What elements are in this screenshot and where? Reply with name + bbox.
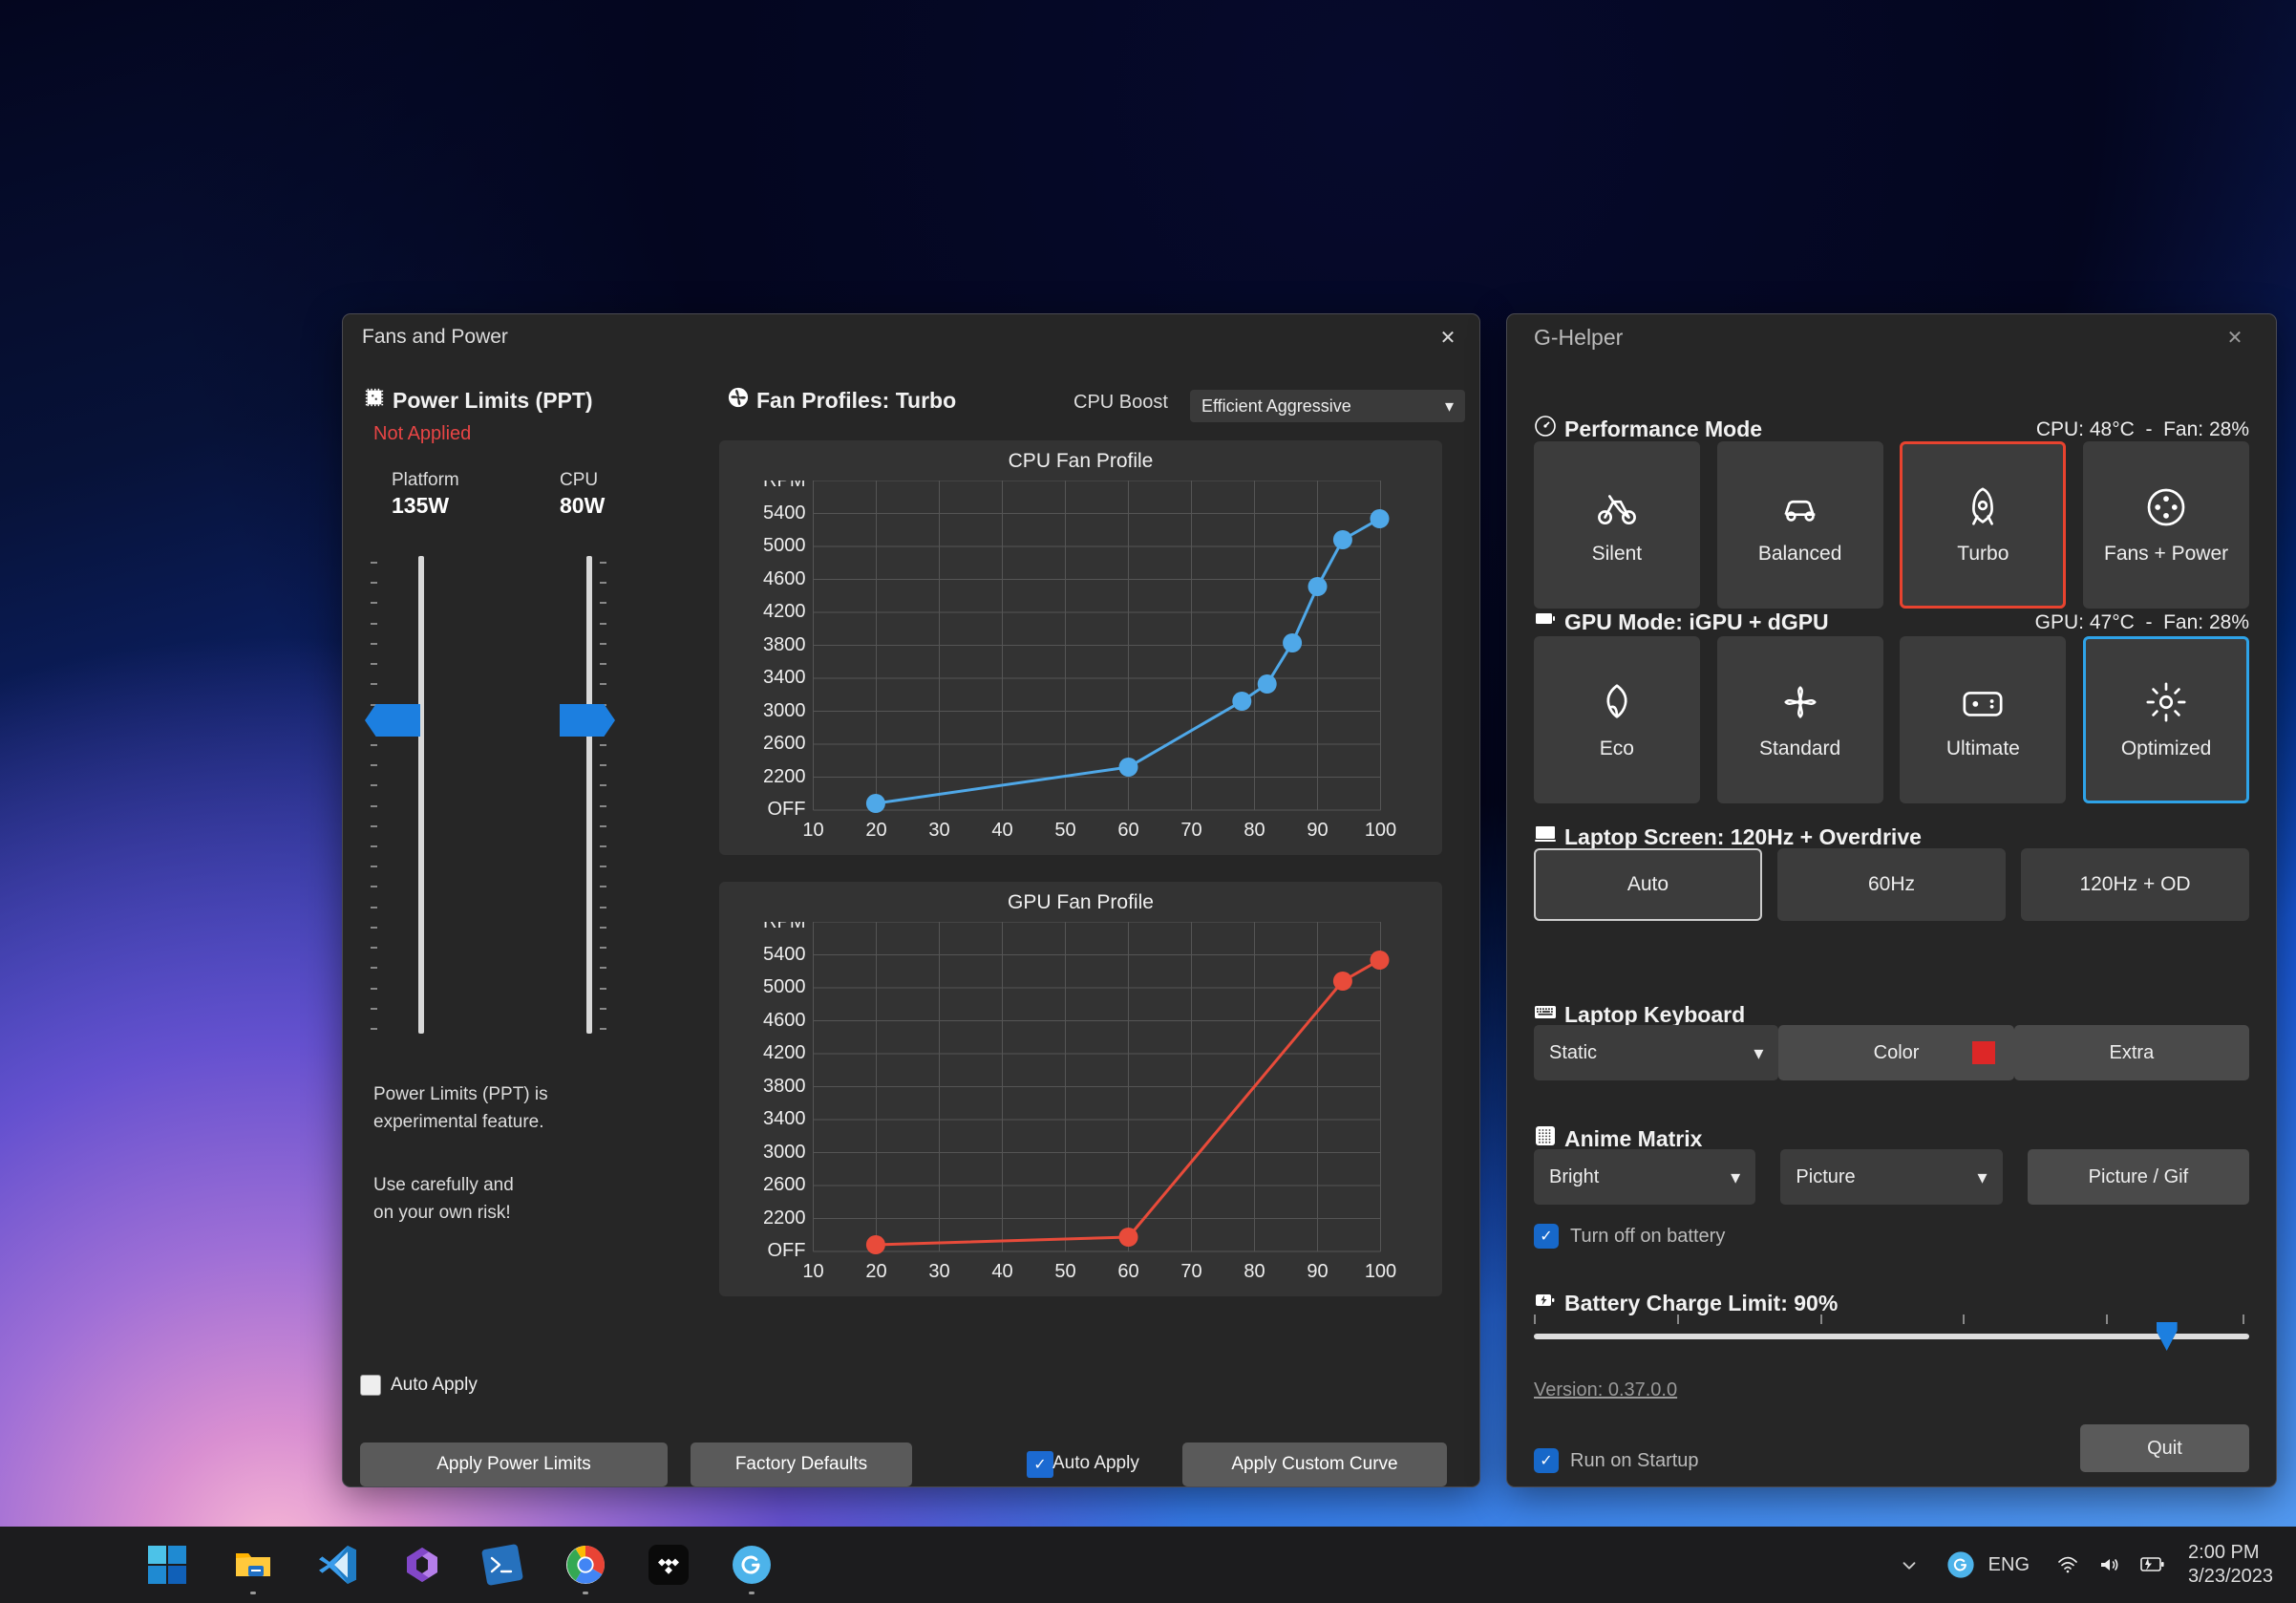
- svg-text:4600: 4600: [763, 1010, 806, 1031]
- svg-text:50: 50: [1054, 820, 1075, 841]
- svg-text:30: 30: [928, 820, 949, 841]
- svg-text:40: 40: [991, 1261, 1012, 1282]
- svg-text:3800: 3800: [763, 1076, 806, 1097]
- svg-text:RPM: RPM: [763, 481, 805, 491]
- svg-text:5000: 5000: [763, 976, 806, 997]
- svg-text:40: 40: [991, 820, 1012, 841]
- svg-text:70: 70: [1180, 820, 1201, 841]
- svg-text:5400: 5400: [763, 944, 806, 965]
- svg-text:3000: 3000: [763, 700, 806, 721]
- svg-text:4200: 4200: [763, 1042, 806, 1063]
- svg-text:10: 10: [802, 820, 823, 841]
- svg-text:4200: 4200: [763, 601, 806, 622]
- svg-text:2200: 2200: [763, 766, 806, 787]
- svg-text:3800: 3800: [763, 634, 806, 655]
- svg-text:5000: 5000: [763, 535, 806, 556]
- svg-text:30: 30: [928, 1261, 949, 1282]
- svg-text:OFF: OFF: [768, 799, 806, 820]
- svg-text:2200: 2200: [763, 1208, 806, 1229]
- svg-text:100: 100: [1365, 820, 1396, 841]
- svg-text:OFF: OFF: [768, 1240, 806, 1261]
- svg-text:3000: 3000: [763, 1142, 806, 1163]
- svg-text:2600: 2600: [763, 1174, 806, 1195]
- svg-text:RPM: RPM: [763, 922, 805, 932]
- svg-text:10: 10: [802, 1261, 823, 1282]
- svg-text:90: 90: [1307, 820, 1328, 841]
- svg-text:80: 80: [1244, 1261, 1265, 1282]
- svg-text:20: 20: [865, 820, 886, 841]
- svg-text:60: 60: [1117, 1261, 1138, 1282]
- svg-text:3400: 3400: [763, 667, 806, 688]
- svg-text:3400: 3400: [763, 1108, 806, 1129]
- svg-text:2600: 2600: [763, 733, 806, 754]
- svg-text:70: 70: [1180, 1261, 1201, 1282]
- svg-text:100: 100: [1365, 1261, 1396, 1282]
- svg-text:20: 20: [865, 1261, 886, 1282]
- svg-text:5400: 5400: [763, 502, 806, 524]
- svg-text:80: 80: [1244, 820, 1265, 841]
- svg-text:90: 90: [1307, 1261, 1328, 1282]
- svg-text:60: 60: [1117, 820, 1138, 841]
- svg-text:4600: 4600: [763, 568, 806, 589]
- svg-text:50: 50: [1054, 1261, 1075, 1282]
